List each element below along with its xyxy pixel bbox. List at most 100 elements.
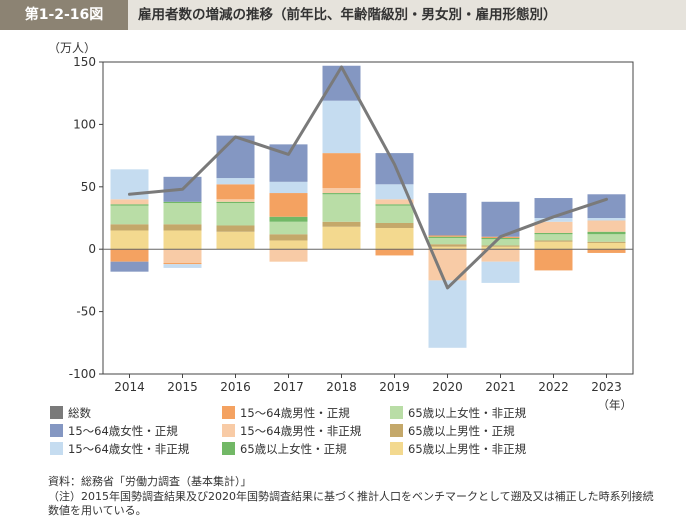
legend-swatch — [390, 442, 403, 455]
total-line — [128, 65, 608, 290]
x-tick-label: 2019 — [379, 380, 410, 394]
bar-segment — [587, 218, 626, 221]
bar-segment — [322, 100, 361, 154]
bar-segment — [269, 234, 308, 241]
legend-label: 65歳以上男性・正規 — [408, 424, 515, 438]
bar-segment — [216, 203, 255, 226]
bar-segment — [110, 224, 149, 231]
bar-segment — [216, 199, 255, 202]
x-tick-label: 2015 — [167, 380, 198, 394]
x-tick-label: 2017 — [273, 380, 304, 394]
bar-segment — [322, 226, 361, 250]
legend-item: 65歳以上男性・正規 — [390, 423, 515, 439]
legend-label: 65歳以上男性・非正規 — [408, 442, 527, 456]
bar-segment — [587, 220, 626, 232]
legend-label: 65歳以上女性・非正規 — [408, 406, 527, 420]
legend-item: 15～64歳女性・正規 — [50, 423, 178, 439]
bar-segment — [269, 216, 308, 222]
legend-item: 65歳以上女性・非正規 — [390, 405, 526, 421]
bar-segment — [534, 198, 573, 218]
bar-segment — [481, 239, 520, 246]
bar-segment — [587, 231, 626, 235]
bar-segment — [534, 218, 573, 222]
bar-segment — [428, 237, 467, 245]
legend-label: 15～64歳男性・正規 — [240, 406, 350, 420]
bar-segment — [322, 221, 361, 227]
legend-swatch — [390, 424, 403, 437]
legend-item: 15～64歳男性・非正規 — [222, 423, 361, 439]
bar-segment — [375, 227, 414, 250]
bar-segment — [375, 199, 414, 205]
bar-segment — [587, 194, 626, 218]
bar-segment — [322, 193, 361, 195]
x-tick-label: 2022 — [538, 380, 569, 394]
bar-segment — [375, 205, 414, 223]
bar-segment — [534, 221, 573, 233]
bar-segment — [110, 199, 149, 205]
x-tick-label: 2016 — [220, 380, 251, 394]
bar-segment — [587, 242, 626, 250]
legend-item: 15～64歳女性・非正規 — [50, 441, 189, 457]
bar-segment — [481, 246, 520, 250]
bar-segment — [163, 249, 202, 263]
legend-swatch — [390, 406, 403, 419]
legend-item: 65歳以上男性・非正規 — [390, 441, 526, 457]
bar-segment — [375, 222, 414, 228]
source-line: 資料：総務省「労働力調査（基本集計）」 — [48, 475, 252, 488]
bar-segment — [534, 240, 573, 242]
bar-segment — [163, 201, 202, 204]
legend-label: 15～64歳女性・正規 — [68, 424, 178, 438]
legend-swatch — [50, 442, 63, 455]
bar-segment — [322, 153, 361, 189]
bar-segment — [322, 188, 361, 194]
bar-segment — [587, 241, 626, 243]
legend-label: 15～64歳男性・非正規 — [240, 424, 362, 438]
bar-segment — [481, 249, 520, 262]
y-tick-label: 100 — [73, 117, 96, 131]
y-tick-label: 50 — [81, 180, 96, 194]
bar-segment — [110, 204, 149, 206]
note-line-continued: 数値を用いている。 — [48, 504, 147, 517]
bar-segment — [216, 225, 255, 232]
bar-segment — [269, 240, 308, 250]
bar-segment — [163, 262, 202, 265]
stacked-bar-chart: 150 100 50 0 -50 -100 2014 2015 2016 2017 2018 2019… — [69, 55, 634, 412]
bar-segment — [110, 205, 149, 225]
bar-segment — [534, 234, 573, 241]
bar-segment — [216, 201, 255, 204]
x-axis-unit-label: （年） — [598, 398, 633, 412]
note-line: （注）2015年国勢調査結果及び2020年国勢調査結果に基づく推計人口をベンチマ… — [48, 489, 654, 503]
bar-segment — [322, 194, 361, 222]
plot-frame — [102, 61, 634, 375]
bar-segment — [269, 193, 308, 217]
y-tick-label: -50 — [76, 305, 96, 319]
figure-header: 第1-2-16図 雇用者数の増減の推移（前年比、年齢階級別・男女別・雇用形態別） — [0, 0, 686, 30]
bar-segment — [534, 241, 573, 250]
y-tick-label: -100 — [69, 367, 96, 381]
bar-segment — [587, 234, 626, 242]
bar-segment — [481, 261, 520, 283]
legend-swatch — [50, 406, 63, 419]
x-tick-label: 2020 — [432, 380, 463, 394]
legend-swatch — [222, 442, 235, 455]
bar-segment — [481, 245, 520, 247]
bar-segment — [163, 203, 202, 225]
bar-segment — [428, 235, 467, 237]
legend-label: 15～64歳女性・非正規 — [68, 442, 190, 456]
x-tick-label: 2014 — [114, 380, 145, 394]
bar-segment — [163, 264, 202, 268]
source-note: 資料：総務省「労働力調査（基本集計）」 （注）2015年国勢調査結果及び2020… — [48, 475, 668, 519]
x-tick-label: 2018 — [326, 380, 357, 394]
figure-number: 第1-2-16図 — [0, 0, 128, 30]
legend-swatch — [50, 424, 63, 437]
bar-segment — [534, 249, 573, 271]
bar-segment — [216, 135, 255, 179]
bar-segment — [163, 230, 202, 250]
figure-title: 雇用者数の増減の推移（前年比、年齢階級別・男女別・雇用形態別） — [138, 7, 557, 23]
x-tick-label: 2023 — [591, 380, 622, 394]
bar-segment — [269, 249, 308, 262]
bar-segment — [216, 231, 255, 250]
x-tick-label: 2021 — [485, 380, 516, 394]
bar-segment — [269, 181, 308, 194]
bar-segment — [587, 249, 626, 253]
